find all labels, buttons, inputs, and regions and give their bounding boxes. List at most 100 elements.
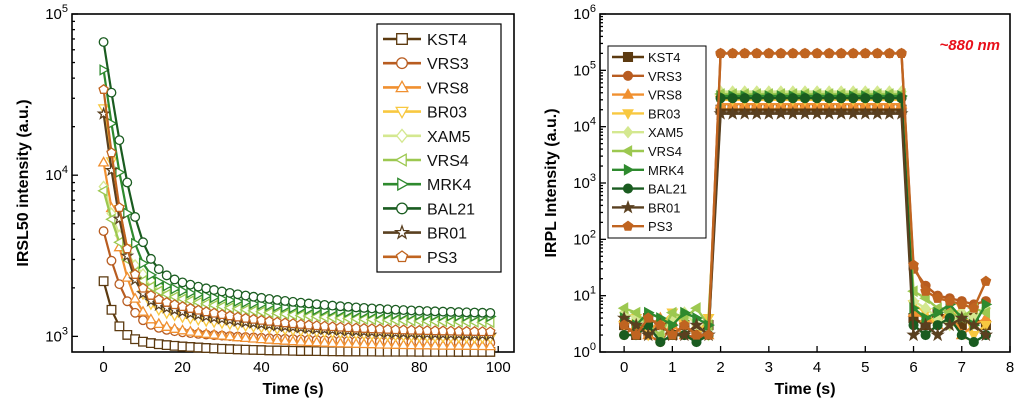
- right-legend-item: VRS4: [612, 144, 682, 159]
- right-series-marker: [930, 327, 945, 342]
- right-x-tick-label: 7: [958, 359, 966, 376]
- left-series-marker: [145, 253, 156, 264]
- left-series-marker: [115, 166, 126, 179]
- left-series-marker: [263, 333, 276, 344]
- left-series-marker: [256, 314, 267, 325]
- left-series-marker: [326, 336, 339, 348]
- left-legend-marker: [396, 57, 408, 70]
- left-y-tick-label: 105: [45, 3, 68, 23]
- left-series-marker: [122, 177, 133, 188]
- left-series-marker: [302, 335, 315, 347]
- left-series-marker: [201, 283, 212, 294]
- left-series-marker: [272, 295, 283, 305]
- left-series-marker: [138, 237, 148, 248]
- left-series-marker: [484, 339, 497, 351]
- left-series-marker: [209, 291, 221, 304]
- right-legend-item: BAL21: [612, 182, 687, 197]
- left-series-marker: [186, 286, 197, 299]
- left-series-marker: [295, 335, 307, 346]
- left-y-tick-label: 104: [45, 164, 68, 184]
- right-series-marker: [870, 106, 885, 120]
- left-x-tick-label: 100: [486, 359, 511, 376]
- left-series-marker: [113, 236, 124, 249]
- left-series-marker: [112, 211, 127, 225]
- left-series-marker: [280, 295, 291, 306]
- left-series-vrs8: [97, 156, 497, 351]
- left-series-marker: [389, 338, 402, 349]
- left-legend-marker: [394, 153, 407, 167]
- right-series-marker: [956, 329, 967, 341]
- right-series-marker: [617, 302, 629, 315]
- left-series-marker: [145, 289, 157, 300]
- right-series-marker: [727, 47, 739, 58]
- left-series-marker: [223, 330, 236, 341]
- left-legend-label: BAL21: [427, 201, 475, 218]
- right-series-marker: [919, 292, 930, 305]
- right-series-marker: [654, 319, 666, 330]
- right-series-marker: [787, 93, 798, 104]
- left-series-marker: [224, 287, 235, 298]
- left-series-marker: [130, 212, 141, 222]
- left-legend-label: VRS8: [427, 80, 469, 97]
- left-series-marker: [310, 336, 323, 347]
- left-series-marker: [287, 334, 299, 346]
- left-series-marker: [287, 318, 299, 329]
- right-series-marker: [799, 47, 811, 58]
- left-series-marker: [168, 322, 181, 333]
- left-series-marker: [194, 288, 205, 301]
- right-legend-item: KST4: [612, 50, 681, 65]
- right-series-marker: [942, 317, 957, 332]
- left-series-marker: [146, 269, 158, 281]
- left-series-marker: [366, 338, 378, 349]
- left-series-marker: [160, 288, 171, 301]
- left-series-marker: [161, 296, 172, 307]
- left-legend-marker: [396, 33, 408, 45]
- right-series-marker: [882, 106, 897, 120]
- left-series-marker: [153, 264, 164, 275]
- left-series-marker: [248, 313, 259, 324]
- left-series-marker: [223, 301, 234, 314]
- left-series-marker: [99, 64, 110, 76]
- right-chart-irpl: 0 1 2 3 4 5 6 7 8 100 101 102 103 104 105 106 Time (s) IR…: [543, 3, 1014, 398]
- left-series-marker: [468, 339, 481, 351]
- right-legend-marker: [622, 109, 634, 120]
- left-legend-marker: [396, 202, 408, 215]
- left-series-marker: [131, 237, 142, 250]
- left-series-marker: [160, 320, 173, 331]
- right-series-marker: [809, 106, 825, 120]
- left-x-tick-label: 0: [99, 359, 107, 376]
- left-series-marker: [170, 282, 181, 295]
- left-series-marker: [129, 268, 141, 279]
- right-series-marker: [884, 47, 895, 58]
- right-series-marker: [689, 317, 704, 332]
- right-legend-marker: [623, 163, 635, 176]
- right-x-tick-label: 5: [861, 359, 869, 376]
- right-y-tick-label: 104: [573, 116, 596, 136]
- left-series-marker: [98, 226, 109, 237]
- right-series-marker: [677, 327, 692, 342]
- left-legend-item: VRS8: [383, 79, 469, 97]
- left-series-marker: [114, 279, 125, 290]
- left-series-marker: [136, 274, 148, 287]
- right-series-marker: [763, 47, 775, 58]
- left-series-marker: [334, 337, 347, 348]
- left-legend-marker: [395, 106, 409, 120]
- right-series-marker: [978, 327, 994, 342]
- right-series-marker: [933, 306, 945, 319]
- right-series-marker: [679, 319, 690, 330]
- left-series-vrs4: [97, 184, 495, 329]
- left-series-marker: [98, 276, 109, 287]
- right-y-tick-label: 101: [573, 285, 596, 305]
- right-series-marker: [920, 301, 931, 315]
- right-legend-label: BR01: [648, 200, 681, 215]
- left-series-marker: [358, 337, 370, 349]
- right-series-marker: [847, 47, 859, 58]
- left-series-marker: [106, 87, 117, 98]
- left-series-marker: [153, 293, 165, 304]
- left-series-marker: [208, 328, 220, 339]
- left-series-marker: [199, 297, 211, 310]
- left-series-marker: [217, 286, 227, 297]
- left-series-kst4: [98, 276, 496, 357]
- right-y-tick-label: 103: [573, 172, 596, 192]
- right-legend-marker: [622, 183, 634, 194]
